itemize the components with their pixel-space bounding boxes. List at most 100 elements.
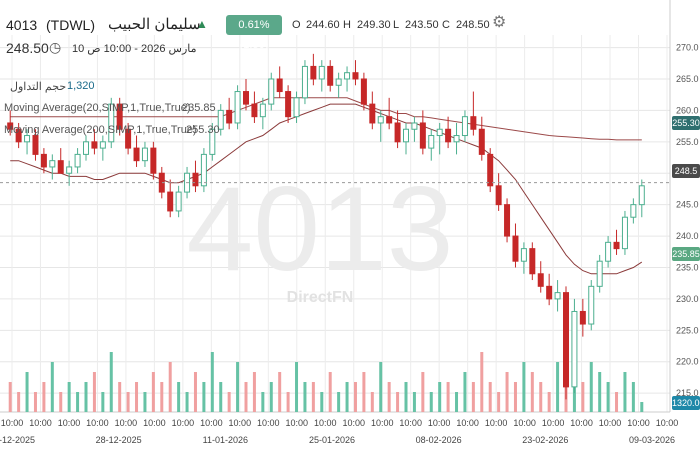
candle-body [512,235,519,262]
candle-body [192,172,199,187]
last-price: 248.50 [6,40,49,56]
y-tick-label: 240.0 [676,231,699,241]
x-time-label: 10:00 [399,418,422,428]
symbol-code: 4013 [6,17,38,33]
candle-body [495,185,502,206]
volume-bar [615,392,619,412]
candle-body [15,128,22,143]
volume-bar [295,362,299,412]
volume-bar [471,382,475,412]
candle-body [630,204,637,218]
candle-body [377,116,384,124]
change-badge: 0.61%(1.50) [226,15,282,51]
candle-body [251,103,258,118]
volume-bar [143,392,147,412]
y-tick-label: 260.0 [676,105,699,115]
volume-bar [210,352,214,412]
volume-bar [505,372,509,412]
candle-body [32,135,39,155]
gear-icon[interactable]: ⚙ [492,14,507,31]
ma20-value: 235.85 [182,102,216,114]
y-tick-label: 245.0 [676,200,699,210]
y-tick-label: 230.0 [676,294,699,304]
volume-bar [17,392,21,412]
x-date-label: 09-03-2026 [629,435,675,445]
volume-bar [320,392,324,412]
candle-body [352,72,359,80]
volume-bar [118,382,122,412]
x-time-label: 10:00 [542,418,565,428]
candle-body [453,135,460,143]
volume-bar [345,382,349,412]
x-time-label: 10:00 [1,418,24,428]
volume-bar [455,392,459,412]
high-value: 249.30 [357,19,391,31]
candle-body [40,153,47,168]
candle-body [504,204,511,237]
watermark-symbol: 4013 [187,162,454,296]
volume-bar [76,392,80,412]
candle-body [209,128,216,155]
y-tick-label: 270.0 [676,43,699,53]
volume-bar [488,382,492,412]
volume-bar [463,372,467,412]
open-label: O [292,19,301,31]
ma20-line [10,103,643,275]
candle-body [605,241,612,262]
candle-body [318,65,325,80]
candle-body [301,65,308,99]
volume-bar [135,382,139,412]
volume-bar [362,372,366,412]
candle-body [529,248,536,275]
volume-bar [236,362,240,412]
candle-body [116,103,123,130]
candle-body [344,72,351,80]
volume-bar [623,372,627,412]
volume-bar [328,372,332,412]
ma20-tag: 235.85 [672,247,700,261]
volume-bar [185,392,189,412]
volume-bar [606,382,610,412]
volume-bar [539,382,543,412]
candle-body [293,97,300,118]
watermark-brand: DirectFN [287,289,354,306]
volume-bar [497,392,501,412]
volume-bar [412,392,416,412]
volume-bar [421,372,425,412]
candle-body [596,260,603,287]
candle-body [91,141,98,149]
volume-bar [387,382,391,412]
x-date-label: 28-12-2025 [96,435,142,445]
candle-body [554,292,561,300]
y-tick-label: 235.0 [676,262,699,272]
clock-icon: ◷ [49,39,62,55]
candle-body [74,153,81,168]
volume-label: حجم التداول [10,81,67,93]
candle-body [571,310,578,388]
volume-bar [244,382,248,412]
x-time-label: 10:00 [29,418,52,428]
ma200-label: Moving Average(200,SIMP,1,True,True) [4,124,197,136]
x-date-label: 08-02-2026 [416,435,462,445]
candle-body [360,78,367,105]
volume-bar [438,382,442,412]
candle-body [7,122,14,130]
volume-bar [168,362,172,412]
volume-bar [59,392,63,412]
volume-bar [446,382,450,412]
volume-bar [631,382,635,412]
triangle-up-icon: ▲ [196,17,208,31]
open-value: 244.60 [306,19,340,31]
candle-body [175,191,182,212]
volume-bar [480,352,484,412]
x-date-label: 11-01-2026 [203,435,248,445]
ma200-value: 255.30 [186,124,220,136]
volume-bar [581,382,585,412]
volume-bar [261,392,265,412]
volume-bar [25,372,29,412]
candle-body [327,65,334,86]
volume-bar [379,362,383,412]
candle-body [285,91,292,118]
candle-body [234,91,241,124]
